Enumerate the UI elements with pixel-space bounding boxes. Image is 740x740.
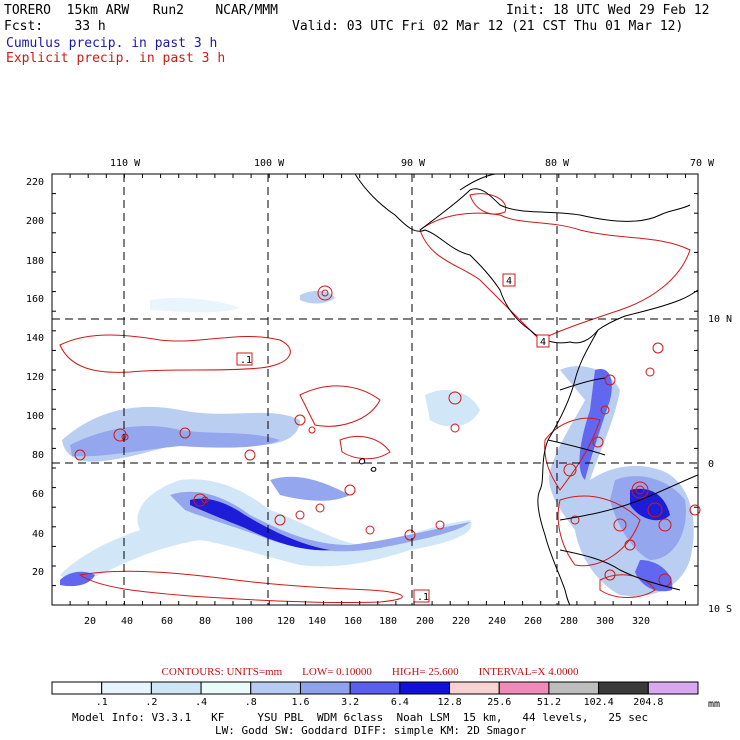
x-tick-label: 200 — [416, 616, 434, 627]
color-bar-swatch — [200, 681, 252, 695]
x-tick-label: 220 — [452, 616, 470, 627]
color-bar: .1 .2 .4 .8 1.6 3.2 6.4 12.8 25.6 51.2 102.4 204.8 — [51, 681, 699, 708]
lon-label-90w: 90 W — [401, 158, 426, 169]
header-valid-time: Valid: 03 UTC Fri 02 Mar 12 (21 CST Thu … — [292, 19, 684, 34]
color-bar-swatch — [399, 681, 451, 695]
color-bar-label: 12.8 — [438, 697, 462, 708]
latitude-labels: 10 N 0 10 S — [708, 314, 732, 615]
color-bar-swatch — [598, 681, 649, 695]
header-model-run: TORERO 15km ARW Run2 NCAR/MMM — [4, 3, 278, 18]
x-tick-label: 20 — [84, 616, 96, 627]
lon-label-80w: 80 W — [545, 158, 570, 169]
y-axis: 220 200 180 160 140 120 100 80 60 40 20 — [26, 177, 44, 578]
y-tick-label: 120 — [26, 372, 44, 383]
y-tick-label: 160 — [26, 294, 44, 305]
x-tick-label: 160 — [344, 616, 362, 627]
color-bar-label: 102.4 — [584, 697, 614, 708]
longitude-labels: 110 W 100 W 90 W 80 W 70 W — [110, 158, 715, 169]
lon-label-70w: 70 W — [690, 158, 715, 169]
color-bar-swatch — [150, 681, 202, 695]
x-tick-label: 140 — [308, 616, 326, 627]
model-info-line2: LW: Godd SW: Goddard DIFF: simple KM: 2D… — [215, 724, 527, 737]
contour-low: LOW= 0.10000 — [302, 666, 372, 678]
x-tick-label: 120 — [277, 616, 295, 627]
explicit-precip-contours — [59, 193, 701, 604]
x-tick-label: 240 — [488, 616, 506, 627]
y-tick-label: 20 — [32, 567, 44, 578]
coastlines — [354, 173, 699, 606]
legend-explicit-precip: Explicit precip. in past 3 h — [6, 51, 226, 66]
y-tick-label: 80 — [32, 450, 44, 461]
x-tick-label: 100 — [235, 616, 253, 627]
x-tick-label: 40 — [121, 616, 133, 627]
model-info-line1: Model Info: V3.3.1 KF YSU PBL WDM 6class… — [72, 711, 649, 724]
x-tick-label: 180 — [379, 616, 397, 627]
contour-label: 4 — [540, 337, 546, 348]
contour-label: .1 — [240, 355, 252, 366]
contour-interval: INTERVAL=X 4.0000 — [478, 666, 579, 678]
contour-label: 4 — [506, 276, 512, 287]
x-tick-label: 300 — [596, 616, 614, 627]
color-bar-label: 204.8 — [633, 697, 663, 708]
color-bar-swatch — [349, 681, 401, 695]
x-tick-label: 280 — [560, 616, 578, 627]
contour-units: CONTOURS: UNITS=mm — [161, 666, 283, 678]
color-bar-label: 25.6 — [487, 697, 511, 708]
axis-ticks — [51, 173, 698, 605]
y-tick-label: 40 — [32, 529, 44, 540]
lat-label-0: 0 — [708, 459, 714, 470]
legend-cumulus-precip: Cumulus precip. in past 3 h — [6, 36, 218, 51]
color-bar-swatch — [250, 681, 301, 695]
contour-label: .1 — [417, 592, 429, 603]
color-bar-label: .8 — [245, 697, 257, 708]
lat-label-10n: 10 N — [708, 314, 732, 325]
color-bar-swatch — [101, 681, 152, 695]
color-bar-swatch — [299, 681, 351, 695]
color-bar-swatch — [498, 681, 550, 695]
x-axis: 20 40 60 80 100 120 140 160 180 200 220 … — [84, 616, 650, 627]
color-bar-label: 1.6 — [291, 697, 309, 708]
contour-value-labels: .1 4 4 .1 — [236, 273, 550, 603]
contour-high: HIGH= 25.600 — [391, 666, 459, 678]
y-tick-label: 220 — [26, 177, 44, 188]
color-bar-swatch — [647, 681, 699, 695]
color-bar-swatch — [548, 681, 600, 695]
contour-info: CONTOURS: UNITS=mm LOW= 0.10000 HIGH= 25.6… — [0, 666, 740, 678]
x-tick-label: 320 — [632, 616, 650, 627]
x-tick-label: 60 — [161, 616, 173, 627]
color-bar-label: .4 — [195, 697, 207, 708]
color-bar-label: .2 — [145, 697, 157, 708]
color-bar-label: .1 — [96, 697, 108, 708]
header-forecast-hour: Fcst: 33 h — [4, 19, 106, 34]
y-tick-label: 140 — [26, 333, 44, 344]
y-tick-label: 60 — [32, 489, 44, 500]
y-tick-label: 200 — [26, 216, 44, 227]
color-bar-label: 51.2 — [537, 697, 561, 708]
color-bar-unit: mm — [708, 699, 720, 710]
lon-label-110w: 110 W — [110, 158, 141, 169]
y-tick-label: 100 — [26, 411, 44, 422]
color-bar-swatch — [449, 681, 500, 695]
color-bar-label: 3.2 — [341, 697, 359, 708]
lon-label-100w: 100 W — [254, 158, 285, 169]
x-tick-label: 260 — [524, 616, 542, 627]
latlon-grid — [52, 174, 698, 605]
x-tick-label: 80 — [199, 616, 211, 627]
color-bar-swatch — [51, 681, 103, 695]
header-init-time: Init: 18 UTC Wed 29 Feb 12 — [506, 3, 710, 18]
y-tick-label: 180 — [26, 256, 44, 267]
cumulus-precip-shading — [60, 290, 694, 597]
color-bar-label: 6.4 — [391, 697, 409, 708]
lat-label-10s: 10 S — [708, 604, 732, 615]
